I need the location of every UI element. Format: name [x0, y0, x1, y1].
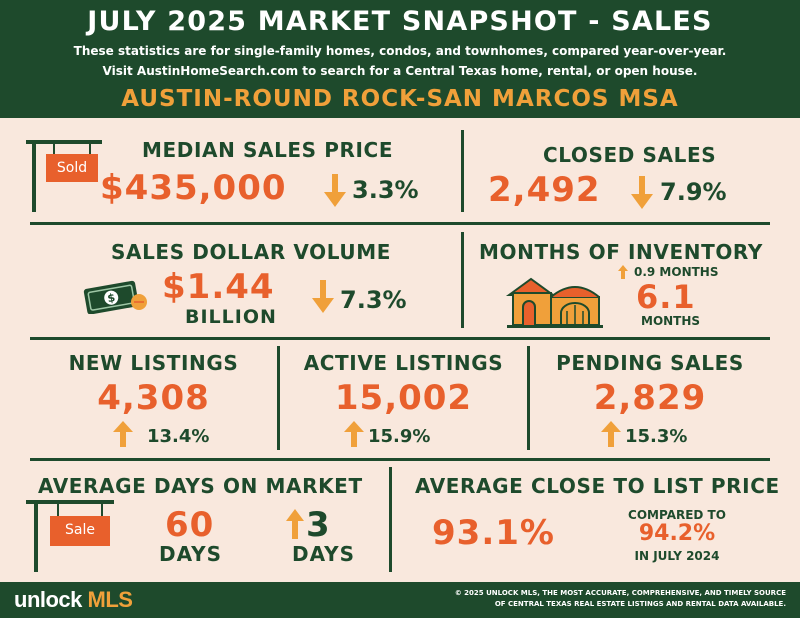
new-listings-label: NEW LISTINGS	[68, 351, 239, 375]
median-sales-price-change: 3.3%	[352, 176, 419, 204]
up-arrow-icon	[286, 509, 304, 539]
down-arrow-icon	[631, 176, 653, 209]
up-arrow-icon	[618, 265, 628, 279]
closed-sales-change: 7.9%	[660, 178, 727, 206]
pending-sales-change: 15.3%	[625, 426, 688, 447]
unlock-mls-logo: unlock MLS	[14, 587, 133, 613]
median-sales-price-value: $435,000	[100, 168, 287, 208]
pending-sales-value: 2,829	[593, 378, 707, 418]
divider-row4	[389, 467, 392, 572]
svg-text:$: $	[106, 291, 116, 305]
compared-to-value: 94.2%	[638, 521, 716, 546]
average-days-on-market-unit: DAYS	[159, 542, 223, 566]
months-of-inventory-label: MONTHS OF INVENTORY	[479, 240, 763, 264]
up-arrow-icon	[113, 421, 133, 447]
compared-to-label: COMPARED TO	[628, 508, 726, 522]
sold-sign-text: Sold	[56, 160, 88, 176]
page-title: JULY 2025 MARKET SNAPSHOT - SALES	[87, 6, 713, 37]
divider-row3a	[277, 346, 280, 450]
new-listings-change: 13.4%	[147, 426, 210, 447]
active-listings-change: 15.9%	[368, 426, 431, 447]
average-close-to-list-label: AVERAGE CLOSE TO LIST PRICE	[415, 474, 780, 498]
closed-sales-label: CLOSED SALES	[543, 143, 717, 167]
average-close-to-list-value: 93.1%	[432, 513, 555, 553]
months-of-inventory-unit: MONTHS	[641, 314, 701, 328]
down-arrow-icon	[324, 174, 346, 207]
sales-dollar-volume-label: SALES DOLLAR VOLUME	[111, 240, 391, 264]
divider-row2	[461, 232, 464, 328]
up-arrow-icon	[344, 421, 364, 447]
sales-dollar-volume-unit: BILLION	[185, 306, 277, 328]
footer: unlock MLS © 2025 UNLOCK MLS, THE MOST A…	[0, 582, 800, 618]
region-title: AUSTIN-ROUND ROCK-SAN MARCOS MSA	[121, 86, 679, 112]
sales-dollar-volume-change: 7.3%	[340, 286, 407, 314]
header-banner: JULY 2025 MARKET SNAPSHOT - SALES These …	[0, 0, 800, 118]
up-arrow-icon	[601, 421, 621, 447]
divider-row3b	[527, 346, 530, 450]
divider-h1	[30, 222, 770, 225]
sales-dollar-volume-value: $1.44	[162, 267, 275, 307]
down-arrow-icon	[312, 280, 334, 313]
copyright-line-2: OF CENTRAL TEXAS REAL ESTATE LISTINGS AN…	[494, 600, 786, 608]
average-days-on-market-change-unit: DAYS	[292, 542, 356, 566]
subtitle-line-2: Visit AustinHomeSearch.com to search for…	[102, 64, 698, 78]
compared-to-period: IN JULY 2024	[634, 549, 720, 563]
closed-sales-value: 2,492	[488, 170, 601, 210]
average-days-on-market-value: 60	[165, 505, 215, 545]
copyright-notice: © 2025 UNLOCK MLS, THE MOST ACCURATE, CO…	[366, 588, 786, 610]
average-days-on-market-change: 3	[306, 505, 331, 545]
median-sales-price-label: MEDIAN SALES PRICE	[142, 138, 394, 162]
active-listings-label: ACTIVE LISTINGS	[303, 351, 504, 375]
house-icon	[505, 277, 603, 328]
months-of-inventory-value: 6.1	[636, 278, 696, 316]
dollar-bill-icon: $	[83, 280, 147, 314]
subtitle-line-1: These statistics are for single-family h…	[73, 44, 727, 58]
divider-row1	[461, 130, 464, 212]
sale-sign-icon	[26, 500, 114, 572]
logo-text-unlock: unlock	[14, 587, 82, 612]
months-of-inventory-change: 0.9 MONTHS	[634, 265, 719, 279]
average-days-on-market-label: AVERAGE DAYS ON MARKET	[38, 474, 363, 498]
sale-sign-text: Sale	[65, 522, 95, 538]
divider-h3	[30, 458, 770, 461]
pending-sales-label: PENDING SALES	[556, 351, 744, 375]
new-listings-value: 4,308	[97, 378, 210, 418]
active-listings-value: 15,002	[334, 378, 473, 418]
logo-text-mls: MLS	[81, 587, 133, 612]
sold-sign-icon	[26, 140, 102, 212]
copyright-line-1: © 2025 UNLOCK MLS, THE MOST ACCURATE, CO…	[454, 589, 786, 597]
divider-h2	[30, 337, 770, 340]
